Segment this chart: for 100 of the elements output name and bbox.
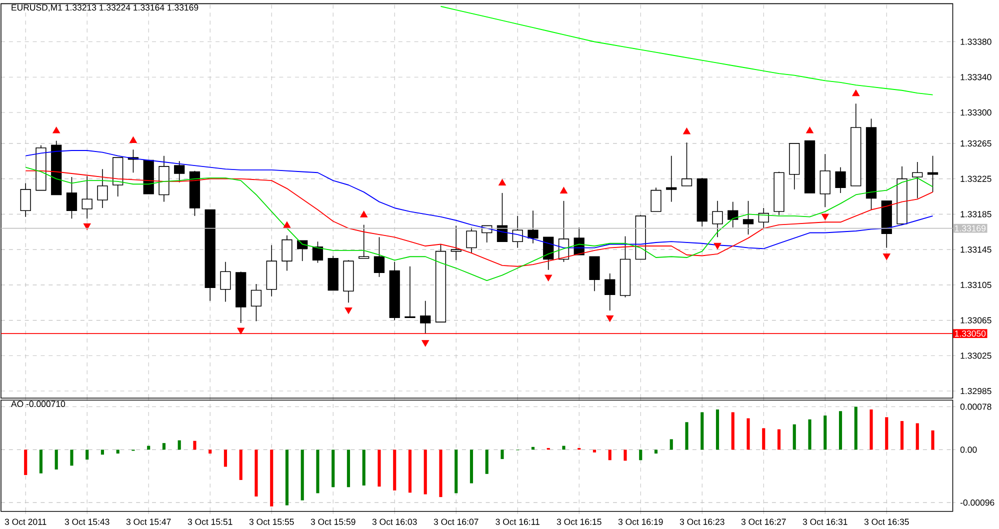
candlestick	[820, 153, 830, 208]
bar	[762, 428, 766, 450]
bar	[393, 450, 396, 490]
point	[52, 126, 60, 134]
bar	[362, 450, 366, 486]
point	[683, 128, 690, 134]
bar	[639, 450, 642, 460]
point	[130, 136, 137, 143]
point	[283, 221, 291, 228]
y-tick-label: 1.33065	[960, 317, 992, 324]
bar	[470, 450, 474, 484]
bar	[624, 450, 627, 461]
x-tick-label: 3 Oct 15:47	[126, 518, 171, 525]
x-tick-label: 3 Oct 16:23	[680, 518, 724, 525]
x-tick-label: 3 Oct 16:07	[434, 518, 478, 525]
bar	[424, 450, 427, 494]
x-tick-label: 3 Oct 15:51	[188, 518, 232, 525]
candlestick	[604, 272, 616, 311]
bar	[378, 450, 381, 486]
candlestick	[681, 142, 692, 186]
x-tick-label: 3 Oct 15:59	[310, 518, 356, 525]
bar	[700, 412, 704, 450]
bar	[178, 440, 181, 450]
bar	[900, 420, 904, 450]
candlestick	[82, 176, 92, 219]
point	[714, 242, 722, 250]
bar	[854, 406, 858, 450]
x-tick-label: 3 Oct 16:19	[618, 518, 663, 525]
x-tick-label: 3 Oct 16:35	[864, 518, 909, 525]
candlestick	[358, 224, 370, 259]
bar	[716, 409, 720, 450]
bar	[439, 450, 442, 497]
candlestick	[528, 210, 538, 244]
bar	[670, 439, 673, 450]
bar	[39, 450, 43, 474]
bar	[54, 450, 58, 470]
y-tick-label: -0.00096	[960, 499, 994, 506]
y-tick-label: 0.00078	[960, 403, 992, 410]
bar	[777, 429, 781, 450]
point	[806, 126, 814, 134]
bar	[100, 450, 104, 454]
bar	[870, 409, 873, 450]
candlestick	[420, 300, 431, 334]
bar	[208, 450, 212, 454]
bar	[654, 450, 658, 454]
bar	[808, 419, 812, 450]
y-tick-label: 1.33025	[960, 352, 992, 359]
point	[422, 340, 430, 346]
point	[882, 253, 890, 260]
x-tick-label: 3 Oct 16:27	[741, 518, 786, 525]
y-tick-label: 1.33340	[960, 74, 992, 80]
candlestick	[312, 241, 324, 264]
bar	[346, 450, 350, 487]
candlestick	[728, 201, 738, 228]
ref-line-label: 1.33050	[955, 330, 986, 336]
candlestick	[282, 234, 292, 272]
y-tick-label: 1.33145	[960, 246, 992, 252]
point	[498, 178, 506, 186]
bar	[300, 450, 304, 500]
bar	[608, 450, 612, 460]
y-tick-label: 1.33380	[960, 38, 992, 45]
x-tick-label: 3 Oct 15:55	[249, 518, 294, 525]
bar	[731, 412, 734, 450]
point	[852, 90, 860, 96]
ref-line-label: 1.33169	[955, 225, 986, 232]
bar	[916, 423, 919, 450]
y-tick-label: 1.33105	[960, 282, 992, 288]
bar	[254, 450, 258, 496]
bar	[500, 450, 504, 459]
point	[544, 274, 552, 282]
candlestick	[404, 266, 416, 318]
point	[360, 210, 368, 218]
candlestick	[927, 155, 938, 192]
candlestick	[374, 236, 385, 278]
bar	[270, 450, 274, 506]
point	[83, 223, 91, 230]
bar	[193, 440, 196, 450]
bar	[332, 450, 335, 487]
point	[237, 328, 245, 334]
chart-title: EURUSD,M1 1.33213 1.33224 1.33164 1.33169	[12, 4, 198, 12]
y-tick-label: 1.33265	[960, 140, 992, 146]
x-tick-label: 3 Oct 16:15	[556, 518, 602, 525]
y-tick-label: 1.33185	[960, 210, 992, 218]
bar	[239, 450, 242, 480]
candlestick	[450, 225, 462, 260]
candlestick	[174, 160, 185, 183]
y-tick-label: 1.33225	[960, 176, 992, 182]
bar	[408, 450, 412, 492]
candlestick	[589, 256, 600, 292]
bar	[70, 450, 74, 466]
candlestick	[466, 226, 477, 254]
x-tick-label: 3 Oct 2011	[4, 518, 46, 525]
candlestick	[912, 161, 923, 199]
bar	[746, 418, 750, 450]
point	[344, 307, 352, 314]
y-tick-label: 1.33300	[960, 109, 992, 116]
bar	[838, 410, 842, 450]
point	[560, 186, 568, 194]
x-tick-label: 3 Oct 15:43	[64, 518, 110, 525]
bar	[592, 450, 596, 452]
